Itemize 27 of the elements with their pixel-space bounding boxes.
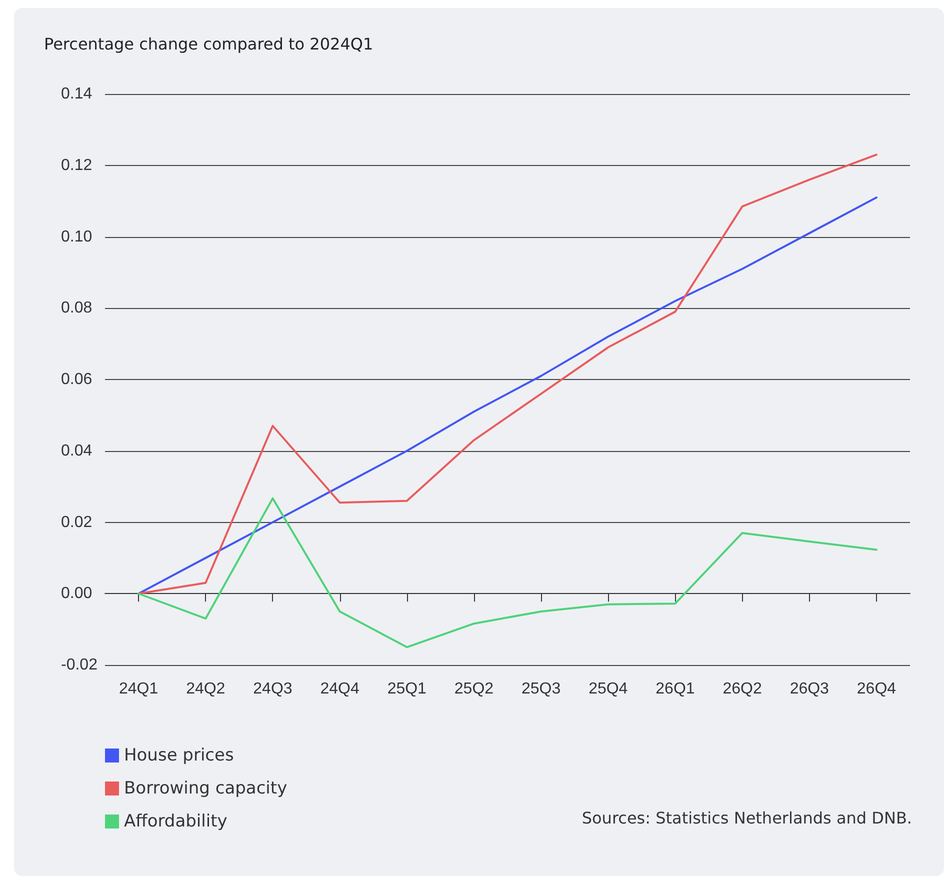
y-axis-title: Percentage change compared to 2024Q1 [44,34,374,54]
legend-label: Borrowing capacity [124,778,288,798]
line-series [138,497,878,648]
y-tick-label: 0.10 [61,228,92,246]
y-tick-label: 0.08 [61,300,92,317]
y-tick-label: -0.02 [61,656,98,674]
y-tick-label: 0.02 [61,514,92,531]
x-tick-label: 25Q2 [454,680,494,698]
legend-label: Affordability [124,812,228,832]
x-tick-label: 26Q2 [722,680,762,698]
x-tick-label: 25Q4 [588,680,628,698]
x-tick-label: 26Q3 [790,680,830,698]
x-tick-label: 24Q3 [253,680,292,698]
y-tick-label: 0.04 [61,442,92,460]
y-tick-label: 0.00 [61,585,92,602]
source-note: Sources: Statistics Netherlands and DNB. [582,808,912,828]
x-tick-label: 25Q1 [387,680,427,698]
x-tick-label: 24Q2 [186,680,226,698]
x-tick-label: 26Q1 [656,680,695,698]
legend-label: House prices [124,746,234,766]
y-tick-label: 0.06 [61,371,92,388]
y-tick-label: 0.14 [61,86,92,102]
x-tick-label: 24Q4 [320,680,360,698]
x-tick-label: 26Q4 [856,680,896,698]
y-tick-label: 0.12 [61,156,92,174]
x-tick-label: 24Q1 [118,680,158,698]
x-tick-label: 25Q3 [521,680,561,698]
